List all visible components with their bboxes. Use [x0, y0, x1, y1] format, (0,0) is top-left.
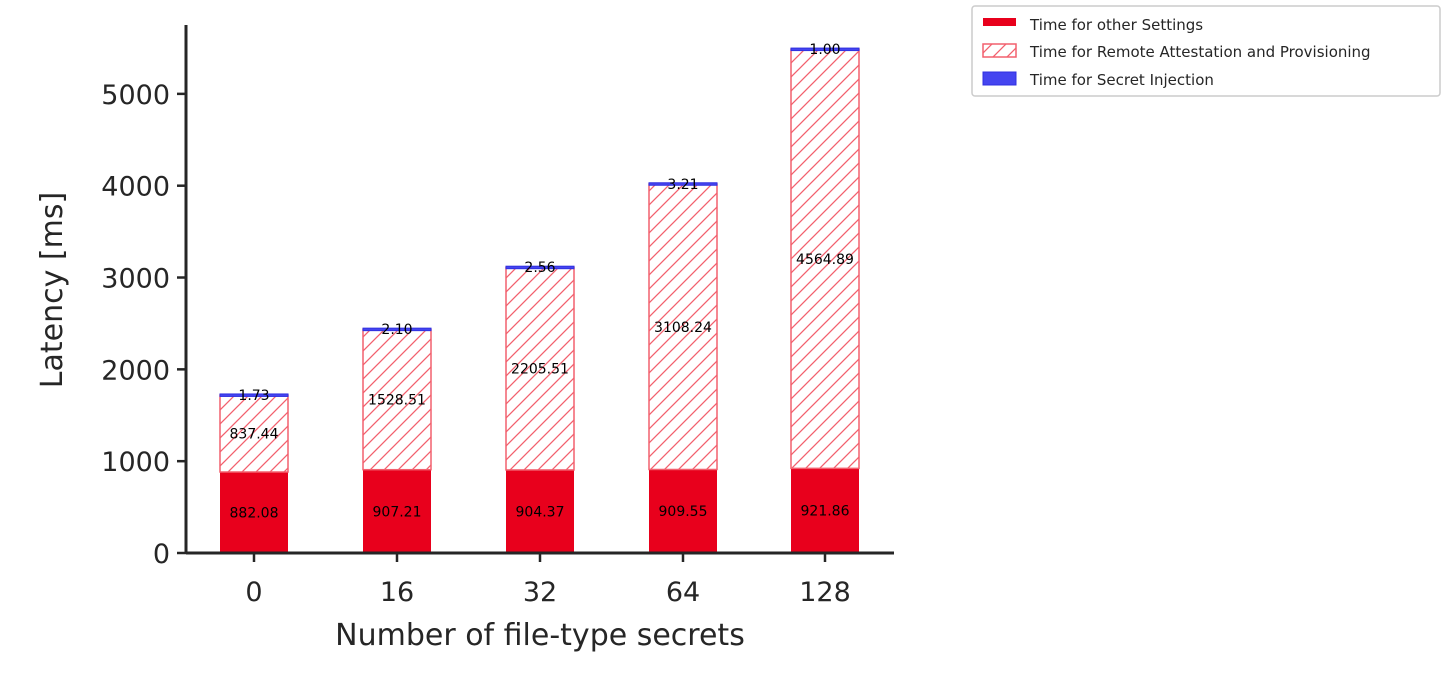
bar-other-settings-16: [363, 469, 431, 553]
bar-injection-64: [648, 182, 718, 186]
legend: Time for other Settings Time for Remote …: [971, 5, 1441, 97]
y-tick-label-5000: 5000: [101, 80, 170, 111]
x-tick-label-64: 64: [666, 577, 700, 608]
y-tick-label-4000: 4000: [101, 172, 170, 203]
data-label-other-settings-64: 909.55: [659, 504, 708, 520]
data-label-attestation-32: 2205.51: [511, 362, 569, 378]
y-tick-label-1000: 1000: [101, 447, 170, 478]
bar-injection-16: [362, 327, 432, 332]
y-tick-label-2000: 2000: [101, 355, 170, 386]
y-axis-label: Latency [ms]: [35, 192, 70, 388]
legend-label-injection: Time for Secret Injection: [1029, 71, 1214, 89]
data-label-attestation-16: 1528.51: [368, 393, 426, 409]
data-label-injection-0: 1.73: [238, 388, 269, 404]
x-tick-label-128: 128: [799, 577, 851, 608]
bar-injection-0: [219, 393, 289, 397]
bar-other-settings-128: [791, 468, 859, 553]
x-axis-label: Number of file-type secrets: [335, 618, 745, 653]
data-label-injection-128: 1.00: [809, 42, 840, 58]
x-tick-label-32: 32: [523, 577, 557, 608]
x-tick-label-16: 16: [380, 577, 414, 608]
legend-swatch-attestation: [982, 43, 1017, 58]
data-label-injection-16: 2.10: [381, 322, 412, 338]
legend-swatch-other-settings: [983, 18, 1016, 26]
bar-attestation-0: [219, 394, 289, 473]
y-ticks: 0 1000 2000 3000 4000 5000: [101, 80, 186, 570]
bar-other-settings-32: [506, 469, 574, 553]
bar-other-settings-64: [649, 469, 717, 553]
x-ticks: 0 16 32 64 128: [245, 553, 851, 608]
legend-swatch-injection: [982, 71, 1017, 86]
data-label-attestation-64: 3108.24: [654, 320, 712, 336]
y-tick-label-0: 0: [153, 539, 170, 570]
legend-frame: [971, 5, 1441, 97]
bar-injection-128: [790, 47, 860, 52]
bar-attestation-16: [362, 328, 432, 471]
data-label-injection-32: 2.56: [524, 260, 555, 276]
bars-layer: [219, 47, 860, 553]
data-label-other-settings-128: 921.86: [801, 504, 850, 520]
legend-label-attestation: Time for Remote Attestation and Provisio…: [1029, 43, 1371, 61]
bar-attestation-64: [648, 183, 718, 471]
data-label-injection-64: 3.21: [667, 177, 698, 193]
legend-label-other-settings: Time for other Settings: [1029, 16, 1203, 34]
data-label-attestation-128: 4564.89: [796, 252, 854, 268]
bar-attestation-128: [790, 48, 860, 470]
data-labels-layer: 882.08 837.44 1.73 907.21 1528.51 2.10 904.37 2…: [230, 42, 854, 521]
data-label-attestation-0: 837.44: [230, 427, 279, 443]
y-tick-label-3000: 3000: [101, 264, 170, 295]
bar-injection-32: [505, 265, 575, 270]
x-tick-label-0: 0: [245, 577, 262, 608]
data-label-other-settings-0: 882.08: [230, 506, 279, 522]
data-label-other-settings-16: 907.21: [373, 504, 422, 520]
data-label-other-settings-32: 904.37: [516, 504, 565, 520]
bar-other-settings-0: [220, 472, 288, 553]
bar-attestation-32: [505, 266, 575, 471]
